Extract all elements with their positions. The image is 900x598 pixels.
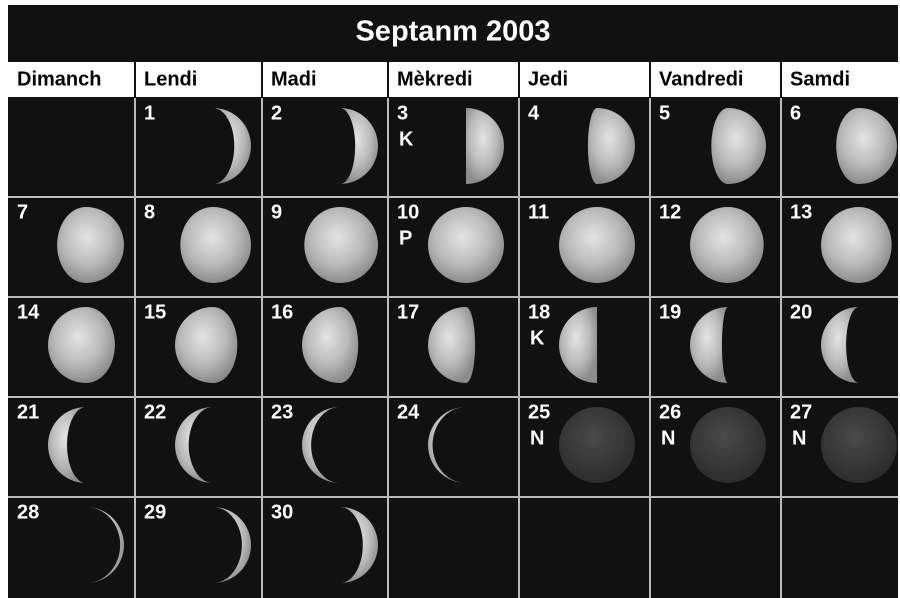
- day-number: 13: [790, 201, 812, 223]
- day-number: 5: [659, 102, 670, 124]
- day-number: 26: [659, 401, 681, 423]
- day-number: 23: [271, 401, 293, 423]
- day-number: 9: [271, 201, 282, 223]
- moon: [304, 207, 378, 283]
- day-number: 20: [790, 301, 812, 323]
- phase-label: N: [661, 427, 675, 449]
- day-number: 2: [271, 102, 282, 124]
- moon: [559, 207, 635, 283]
- day-number: 7: [17, 201, 28, 223]
- phase-label: P: [399, 227, 412, 249]
- weekday-label: Madi: [271, 68, 317, 90]
- day-number: 22: [144, 401, 166, 423]
- weekday-label: Vandredi: [659, 68, 743, 90]
- day-number: 15: [144, 301, 166, 323]
- moon: [428, 207, 504, 283]
- phase-label: N: [530, 427, 544, 449]
- calendar-title: Septanm 2003: [355, 16, 550, 48]
- weekday-label: Dimanch: [17, 68, 101, 90]
- weekday-label: Samdi: [790, 68, 850, 90]
- day-number: 17: [397, 301, 419, 323]
- day-number: 10: [397, 201, 419, 223]
- moon-new: [690, 407, 766, 483]
- day-number: 30: [271, 501, 293, 523]
- day-number: 3: [397, 102, 408, 124]
- day-number: 24: [397, 401, 420, 423]
- day-number: 6: [790, 102, 801, 124]
- day-number: 16: [271, 301, 293, 323]
- day-number: 18: [528, 301, 550, 323]
- weekday-label: Lendi: [144, 68, 197, 90]
- day-number: 19: [659, 301, 681, 323]
- phase-label: N: [792, 427, 806, 449]
- day-number: 25: [528, 401, 550, 423]
- day-number: 14: [17, 301, 40, 323]
- page: Septanm 2003 Dimanch Lendi Madi Mèkredi Jedi…: [0, 0, 900, 598]
- moon-new: [559, 407, 635, 483]
- weekday-label: Jedi: [528, 68, 568, 90]
- day-number: 11: [528, 201, 549, 223]
- moon-new: [821, 407, 897, 483]
- day-number: 8: [144, 201, 155, 223]
- day-number: 1: [144, 102, 155, 124]
- phase-label: K: [530, 327, 545, 349]
- day-number: 21: [17, 401, 39, 423]
- weekday-label: Mèkredi: [397, 68, 473, 90]
- day-number: 29: [144, 501, 166, 523]
- calendar: Septanm 2003 Dimanch Lendi Madi Mèkredi Jedi…: [0, 0, 900, 598]
- moon: [690, 207, 764, 283]
- day-number: 12: [659, 201, 681, 223]
- day-number: 27: [790, 401, 812, 423]
- day-number: 4: [528, 102, 540, 124]
- phase-label: K: [399, 128, 414, 150]
- day-number: 28: [17, 501, 39, 523]
